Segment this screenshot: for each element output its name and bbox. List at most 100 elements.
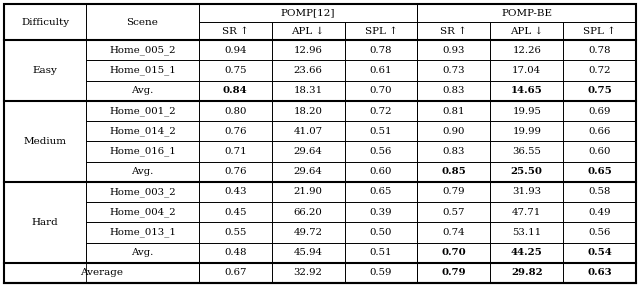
Text: 0.55: 0.55: [224, 228, 246, 237]
Text: 0.79: 0.79: [443, 187, 465, 197]
Text: 0.54: 0.54: [587, 248, 612, 257]
Bar: [563, 81, 636, 101]
Bar: [417, 121, 490, 141]
Bar: [417, 61, 490, 81]
Text: 0.43: 0.43: [224, 187, 246, 197]
Text: 0.85: 0.85: [442, 167, 466, 176]
Text: 0.70: 0.70: [370, 86, 392, 95]
Bar: [344, 222, 417, 243]
Bar: [563, 40, 636, 61]
Text: 0.76: 0.76: [224, 167, 246, 176]
Text: SPL ↑: SPL ↑: [365, 27, 397, 36]
Bar: [271, 162, 344, 182]
Text: 0.48: 0.48: [224, 248, 246, 257]
Text: 0.75: 0.75: [587, 86, 612, 95]
Text: 25.50: 25.50: [511, 167, 543, 176]
Bar: [271, 121, 344, 141]
Bar: [563, 243, 636, 263]
Bar: [490, 101, 563, 121]
Text: 53.11: 53.11: [512, 228, 541, 237]
Text: Home_005_2: Home_005_2: [109, 45, 176, 55]
Bar: [199, 121, 271, 141]
Text: 29.82: 29.82: [511, 268, 543, 277]
Text: SR ↑: SR ↑: [222, 27, 249, 36]
Text: 19.99: 19.99: [512, 127, 541, 136]
Text: Average: Average: [80, 268, 123, 277]
Bar: [490, 182, 563, 202]
Text: 0.78: 0.78: [588, 46, 611, 55]
Bar: [199, 243, 271, 263]
Text: 29.64: 29.64: [294, 147, 323, 156]
Text: 0.66: 0.66: [588, 127, 611, 136]
Text: 0.80: 0.80: [224, 106, 246, 116]
Text: 0.56: 0.56: [588, 228, 611, 237]
Text: 0.58: 0.58: [588, 187, 611, 197]
Text: Hard: Hard: [32, 218, 58, 227]
Text: 47.71: 47.71: [512, 208, 541, 217]
Bar: [199, 222, 271, 243]
Bar: [271, 22, 344, 40]
Text: Medium: Medium: [24, 137, 67, 146]
Bar: [271, 81, 344, 101]
Text: Difficulty: Difficulty: [21, 18, 69, 27]
Bar: [563, 141, 636, 162]
Bar: [417, 263, 490, 283]
Text: Avg.: Avg.: [131, 86, 154, 95]
Text: Home_015_1: Home_015_1: [109, 66, 176, 75]
Bar: [271, 263, 344, 283]
Bar: [417, 4, 636, 22]
Bar: [86, 81, 199, 101]
Text: 44.25: 44.25: [511, 248, 543, 257]
Bar: [271, 101, 344, 121]
Bar: [344, 263, 417, 283]
Bar: [199, 101, 271, 121]
Bar: [417, 40, 490, 61]
Bar: [86, 162, 199, 182]
Text: 0.76: 0.76: [224, 127, 246, 136]
Text: 36.55: 36.55: [512, 147, 541, 156]
Bar: [199, 22, 271, 40]
Text: 0.73: 0.73: [442, 66, 465, 75]
Bar: [417, 243, 490, 263]
Text: Avg.: Avg.: [131, 248, 154, 257]
Text: 0.49: 0.49: [588, 208, 611, 217]
Bar: [4, 40, 86, 101]
Bar: [417, 202, 490, 222]
Text: 0.72: 0.72: [370, 106, 392, 116]
Bar: [417, 101, 490, 121]
Text: 0.71: 0.71: [224, 147, 246, 156]
Text: 0.65: 0.65: [587, 167, 612, 176]
Text: POMP-BE: POMP-BE: [501, 9, 552, 18]
Bar: [490, 202, 563, 222]
Bar: [563, 263, 636, 283]
Bar: [344, 141, 417, 162]
Bar: [86, 101, 199, 121]
Bar: [199, 141, 271, 162]
Bar: [344, 81, 417, 101]
Bar: [86, 4, 199, 40]
Text: 0.59: 0.59: [370, 268, 392, 277]
Bar: [4, 182, 86, 263]
Text: 18.20: 18.20: [294, 106, 323, 116]
Bar: [271, 61, 344, 81]
Bar: [490, 243, 563, 263]
Bar: [271, 202, 344, 222]
Text: 0.83: 0.83: [443, 147, 465, 156]
Text: 14.65: 14.65: [511, 86, 543, 95]
Bar: [563, 222, 636, 243]
Text: 0.60: 0.60: [588, 147, 611, 156]
Bar: [86, 61, 199, 81]
Bar: [199, 40, 271, 61]
Bar: [4, 4, 86, 40]
Bar: [490, 22, 563, 40]
Bar: [86, 243, 199, 263]
Text: Home_003_2: Home_003_2: [109, 187, 176, 197]
Bar: [86, 182, 199, 202]
Text: Home_004_2: Home_004_2: [109, 207, 176, 217]
Bar: [271, 222, 344, 243]
Text: Avg.: Avg.: [131, 167, 154, 176]
Text: 0.39: 0.39: [370, 208, 392, 217]
Bar: [344, 121, 417, 141]
Bar: [271, 40, 344, 61]
Bar: [563, 162, 636, 182]
